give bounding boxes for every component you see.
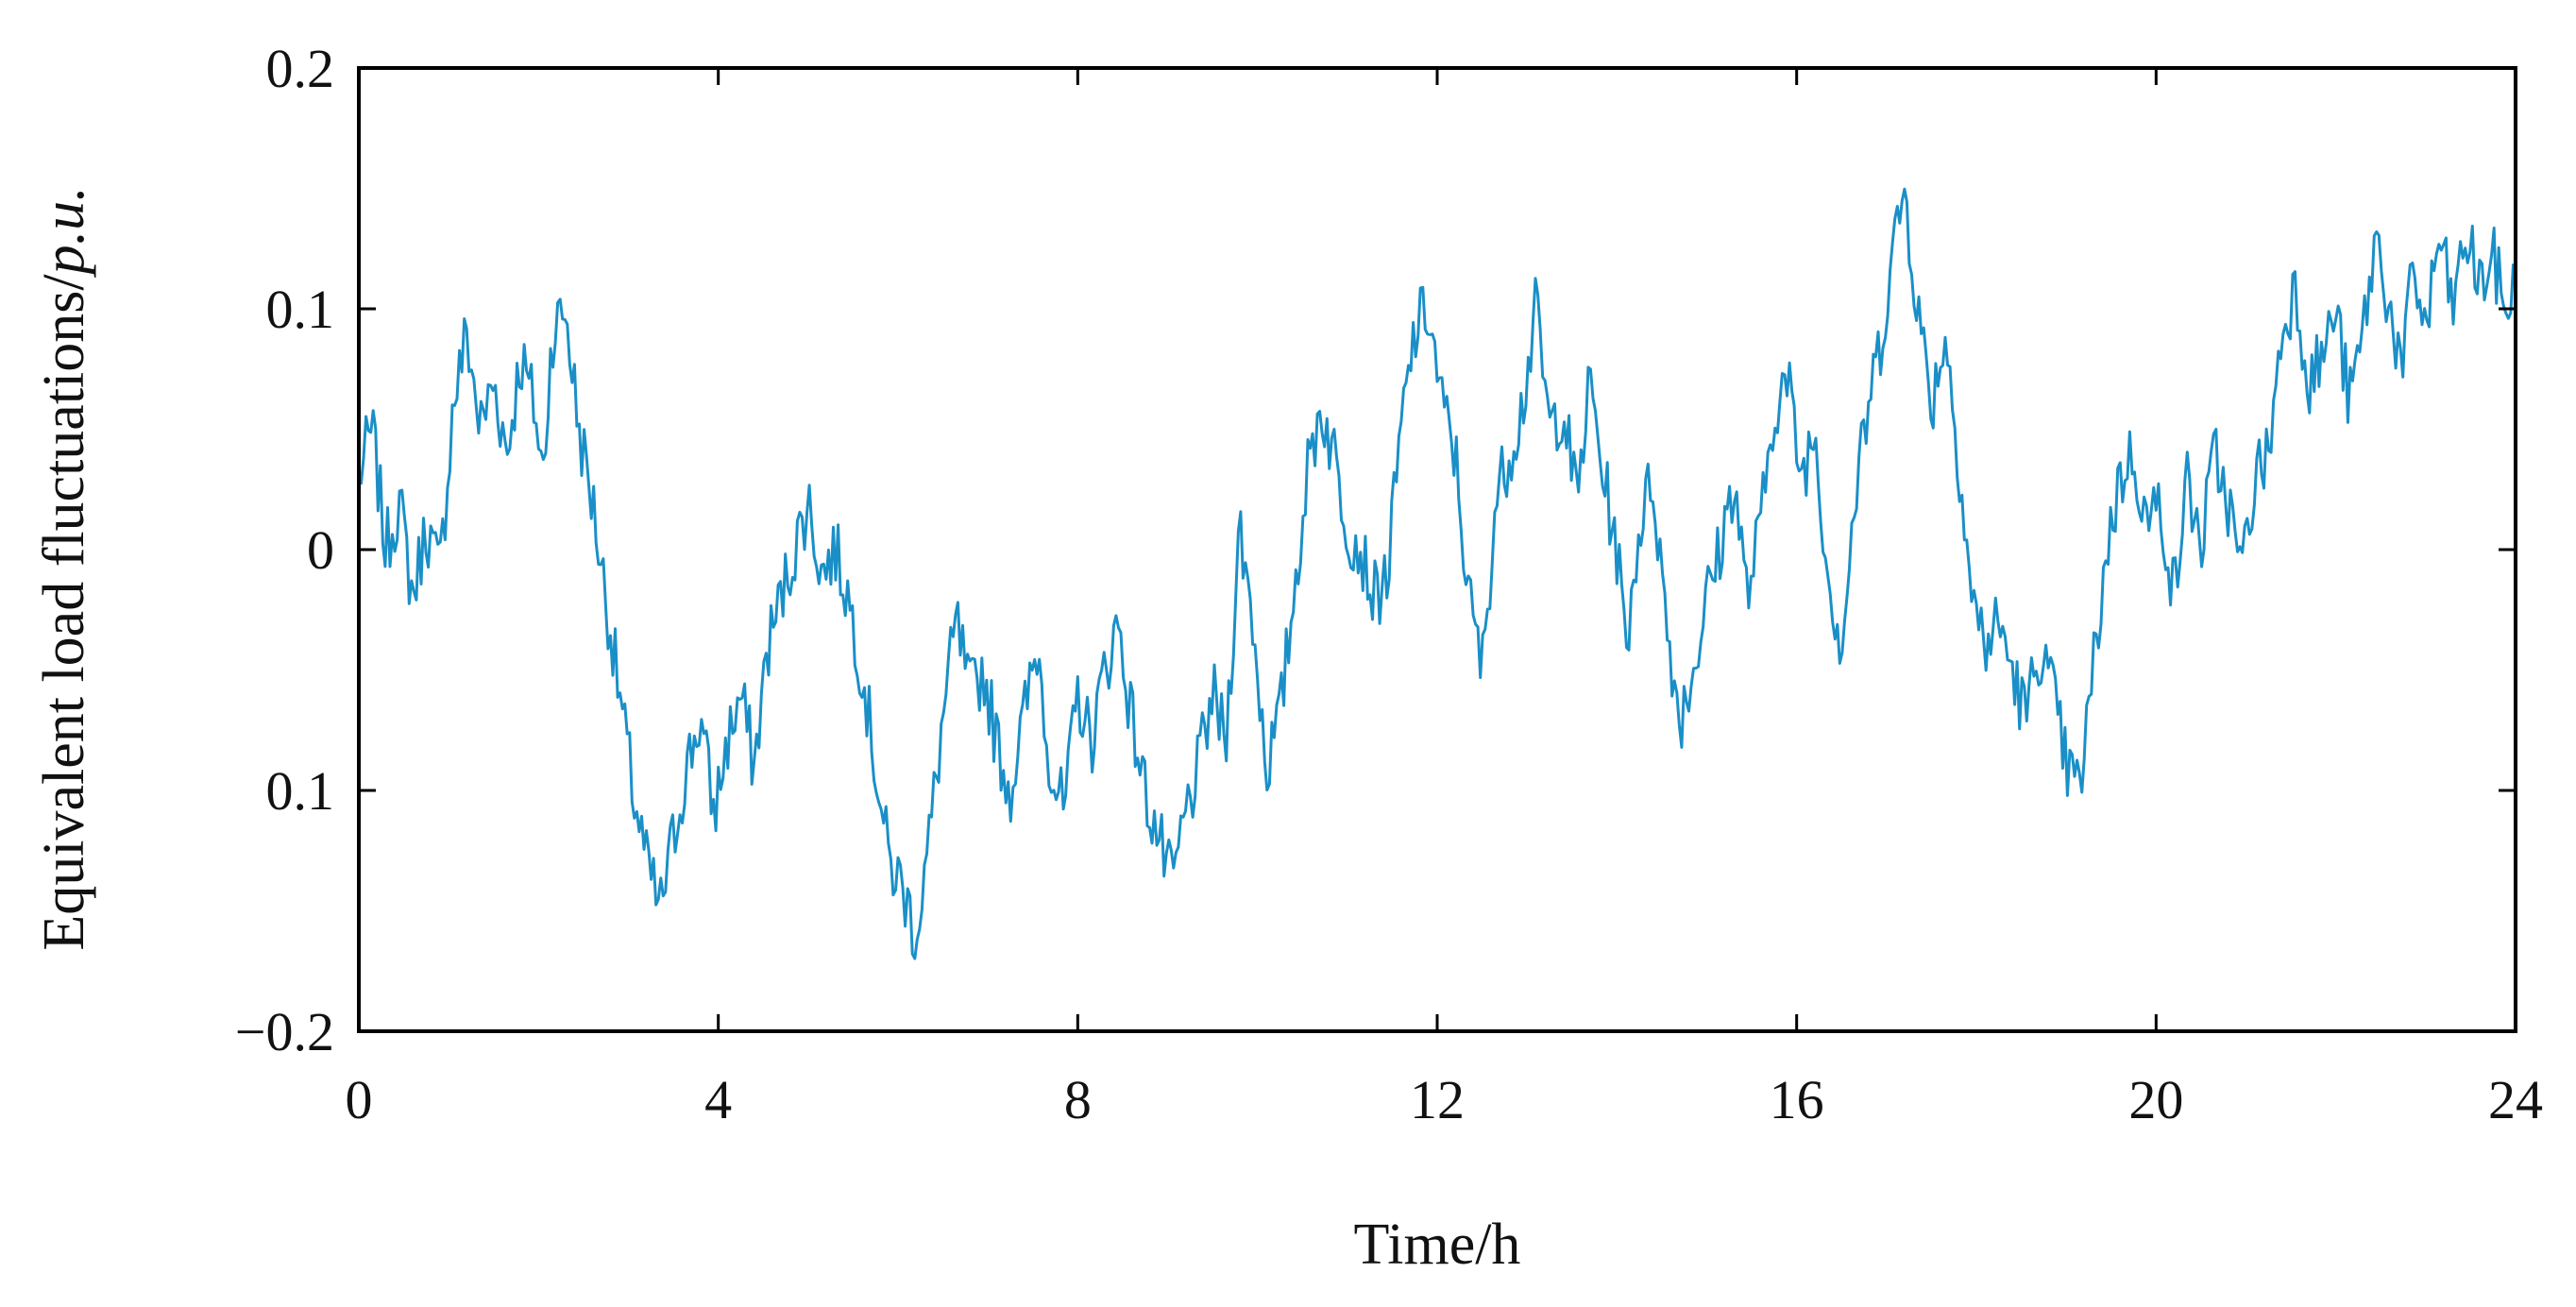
y-tick-label: 0.1 <box>266 279 335 340</box>
y-axis-title: Equivalent load fluctuations/p.u. <box>32 186 96 950</box>
labels-layer: 0 4 8 12 16 20 24 0.2 0.1 0 0.1 −0.2 <box>235 38 2543 1130</box>
x-tick-label: 16 <box>1770 1069 1824 1130</box>
x-tick-label: 20 <box>2128 1069 2183 1130</box>
x-tick-label: 0 <box>346 1069 373 1130</box>
series-line-0 <box>357 187 2517 960</box>
y-axis-title-text: Equivalent load fluctuations/ <box>32 274 96 951</box>
x-tick-label: 12 <box>1410 1069 1465 1130</box>
x-tick-label: 4 <box>704 1069 732 1130</box>
ticks-layer <box>357 66 2517 1033</box>
y-tick-label: 0.2 <box>266 38 335 99</box>
y-tick-label: −0.2 <box>235 1001 334 1062</box>
x-axis-title: Time/h <box>1354 1213 1521 1277</box>
y-tick-label: 0.1 <box>266 760 335 822</box>
plot-frame <box>357 66 2517 1033</box>
y-axis-title-unit: p.u. <box>32 186 96 278</box>
x-tick-label: 8 <box>1064 1069 1092 1130</box>
y-tick-label: 0 <box>307 519 334 581</box>
x-tick-label: 24 <box>2488 1069 2543 1130</box>
series-layer <box>357 187 2517 960</box>
